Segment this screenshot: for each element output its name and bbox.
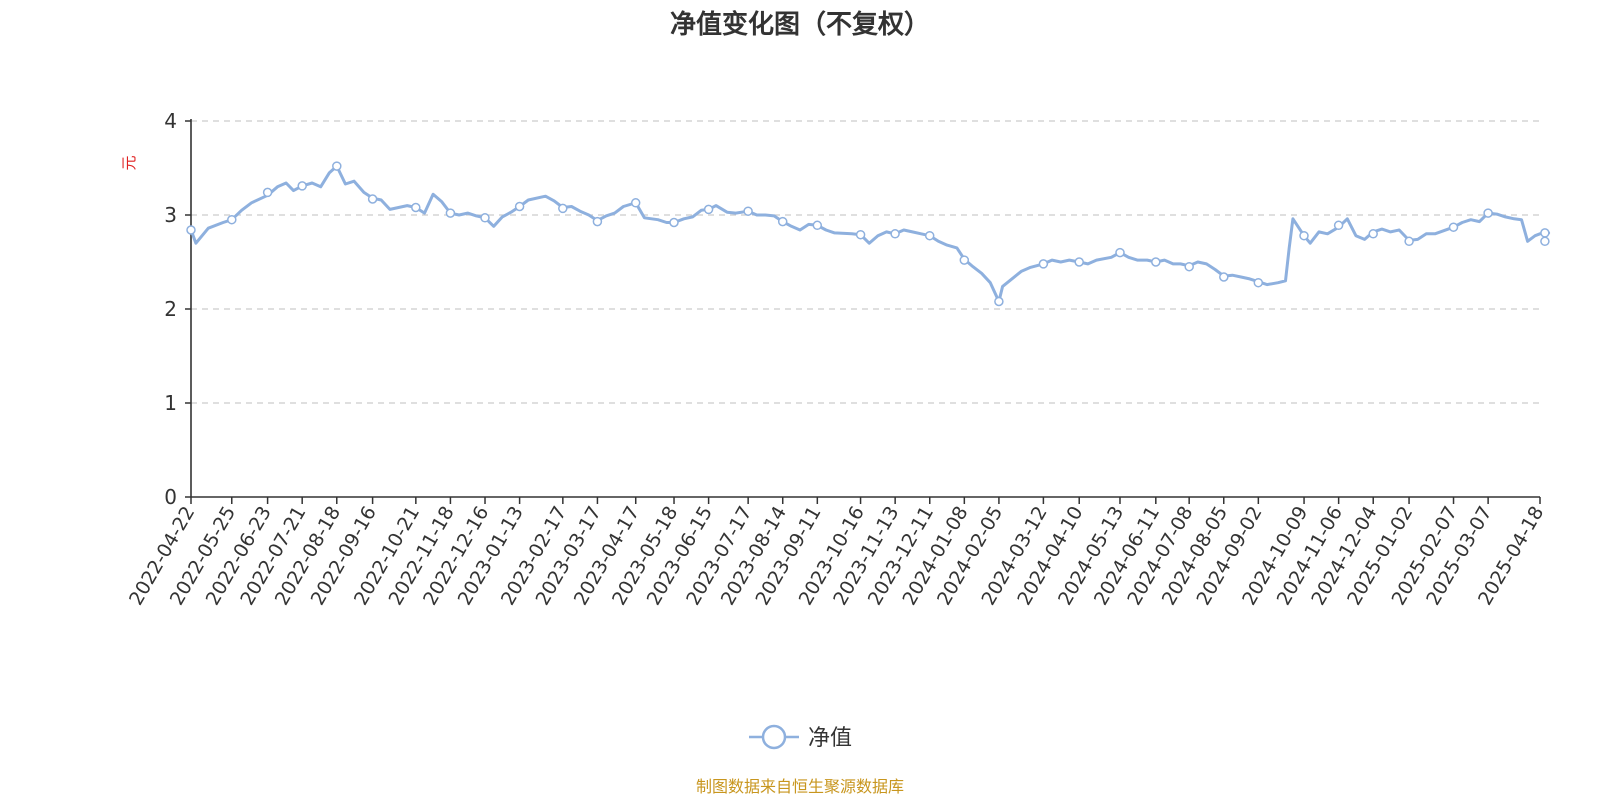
data-point-marker <box>445 208 456 218</box>
data-point-marker <box>514 201 525 212</box>
data-source-note: 制图数据来自恒生聚源数据库 <box>696 777 904 796</box>
axes: 012342022-04-222022-05-252022-06-232022-… <box>125 109 1548 609</box>
series-lines <box>189 164 1551 303</box>
data-point-marker <box>1448 222 1459 232</box>
data-point-marker <box>855 229 866 240</box>
data-point-marker <box>1483 208 1493 218</box>
data-point-marker <box>367 194 378 204</box>
y-tick-label: 3 <box>164 203 177 227</box>
legend[interactable]: 净值 <box>749 724 852 751</box>
data-point-marker <box>1333 220 1344 231</box>
data-point-marker <box>1115 247 1125 258</box>
y-tick-label: 1 <box>164 391 177 415</box>
data-point-marker <box>1540 236 1550 247</box>
data-point-marker <box>262 187 273 198</box>
data-point-marker <box>890 229 900 239</box>
data-point-marker <box>1038 259 1049 269</box>
data-point-marker <box>411 202 421 213</box>
y-tick-label: 0 <box>164 485 177 509</box>
data-point-marker <box>924 230 935 241</box>
data-point-marker <box>703 204 714 215</box>
data-point-marker <box>812 220 823 231</box>
data-point-marker <box>592 216 603 227</box>
data-point-marker <box>480 213 490 223</box>
data-point-marker <box>1074 257 1084 267</box>
y-tick-label: 4 <box>164 109 177 133</box>
data-point-marker <box>994 296 1004 307</box>
data-point-marker <box>630 198 641 208</box>
data-point-marker <box>1253 277 1264 288</box>
y-axis-unit-label: 元 <box>120 155 138 170</box>
data-point-marker <box>1299 230 1309 241</box>
data-point-marker <box>1368 229 1378 239</box>
data-point-marker <box>558 203 568 214</box>
data-point-marker <box>332 161 342 171</box>
data-point-marker <box>1219 272 1229 282</box>
y-tick-label: 2 <box>164 297 177 321</box>
data-point-marker <box>669 217 679 228</box>
series-markers <box>186 161 1550 307</box>
chart-title: 净值变化图（不复权） <box>670 9 930 40</box>
data-point-marker <box>227 214 237 225</box>
legend-label: 净值 <box>808 726 852 751</box>
data-point-marker <box>743 206 753 216</box>
data-point-marker <box>1151 257 1161 267</box>
data-point-marker <box>959 255 970 265</box>
data-point-marker <box>1184 261 1194 272</box>
data-point-marker <box>1404 236 1414 247</box>
grid-lines <box>191 120 1540 404</box>
data-point-marker <box>1540 228 1550 238</box>
data-point-marker <box>297 181 307 191</box>
data-point-marker <box>777 216 788 227</box>
data-point-marker <box>186 225 196 235</box>
series-line <box>189 164 1551 303</box>
legend-circle-icon <box>761 724 787 750</box>
